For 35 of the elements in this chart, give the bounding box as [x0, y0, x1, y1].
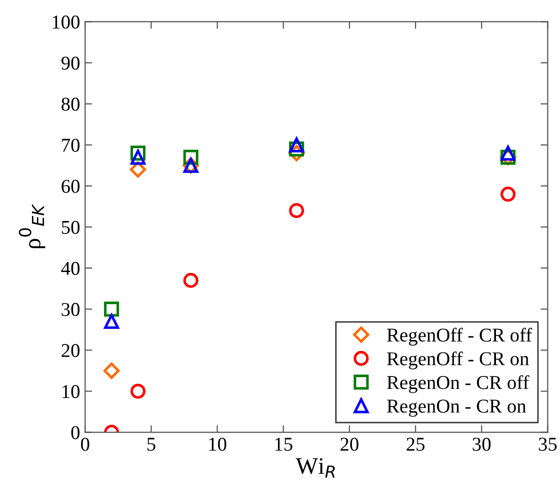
y-tick-label: 10: [62, 385, 80, 398]
y-tick-label: 20: [62, 344, 80, 358]
point: [130, 150, 146, 165]
x-tick-label: 20: [340, 438, 358, 451]
point: [104, 314, 120, 329]
legend-label: RegenOn - CR on: [387, 400, 526, 417]
point: [289, 203, 304, 218]
x-tick-label: 5: [147, 438, 156, 451]
x-tick-label: 25: [406, 438, 424, 451]
y-tick-label: 80: [62, 98, 80, 111]
legend-label: RegenOff - CR on: [387, 351, 529, 370]
point: [500, 186, 516, 202]
x-tick-label: 10: [209, 438, 226, 451]
point: [183, 272, 198, 288]
point: [289, 137, 304, 152]
x-tick-label: 15: [275, 438, 292, 451]
y-tick-label: 50: [62, 220, 80, 234]
x-tick-label: 35: [538, 438, 557, 451]
x-tick-label: 30: [472, 438, 491, 451]
y-tick-label: 100: [52, 16, 80, 29]
legend-label: RegenOn - CR off: [387, 375, 530, 394]
x-axis-title: Wi$_{R}$: [296, 458, 335, 478]
y-tick-label: 40: [61, 262, 80, 276]
y-tick-label: 0: [71, 426, 80, 440]
y-tick-label: 90: [61, 56, 80, 70]
y-tick-label: 30: [62, 302, 80, 316]
point: [104, 302, 120, 317]
point: [130, 384, 146, 399]
y-tick-label: 70: [62, 138, 80, 152]
x-tick-label: 0: [81, 438, 90, 451]
legend-label: RegenOff - CR off: [387, 328, 532, 346]
point: [103, 362, 120, 379]
y-tick-label: 60: [62, 180, 80, 193]
point: [500, 146, 516, 161]
y-axis-title: ρ$^{0}$$_{EK}$: [18, 204, 46, 248]
